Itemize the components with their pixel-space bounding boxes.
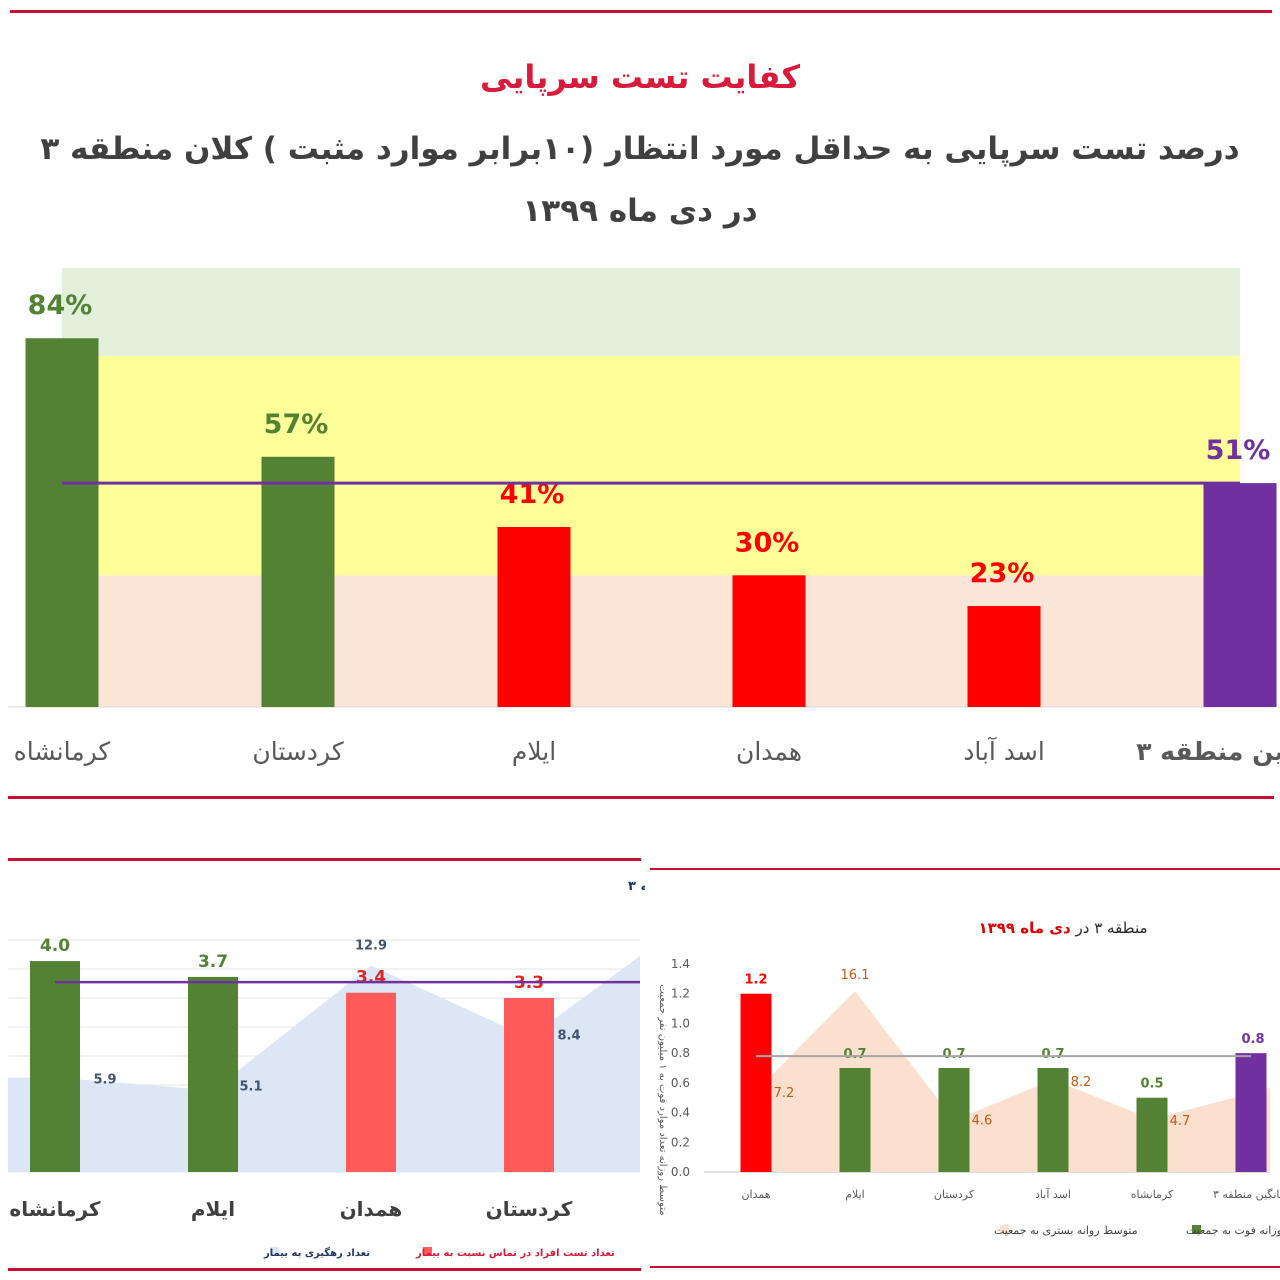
chart-title: کفایت تست سرپایی [479,58,801,96]
legend-label-hospitalization: متوسط روانه بستری به جمعیت [994,1224,1138,1237]
category-label-3: کردستان [486,1197,573,1221]
bar-4 [967,606,1041,707]
chart-title-prefix: منطقه ۳ در [1071,919,1148,937]
death-hospitalization-chart: مقایسه متوسط روزانه موارد فوت و بستری نس… [650,868,1280,1268]
legend-swatch-hospitalization [1000,1225,1009,1234]
category-label-2: کردستان [934,1188,975,1201]
area-label-0: 7.2 [774,1086,795,1101]
legend-swatch-tests [423,1247,432,1256]
category-label-1: کردستان [252,737,343,766]
chart-subtitle: درصد تست سرپایی به حداقل مورد انتظار (۱۰… [40,131,1240,229]
category-label-3: همدان [736,737,802,766]
bar-label-2: 3.4 [356,968,386,988]
data-label-0: 84% [28,290,93,321]
background-band-0 [62,575,1240,707]
category-label-0: کرمانشاه [9,1197,101,1221]
bar-3 [504,998,554,1172]
category-label-5: میانگین منطقه ۳ [1213,1188,1280,1201]
y-tick-label-7: 1.4 [671,957,690,971]
bar-5 [1235,1053,1267,1172]
category-label-2: همدان [340,1197,403,1221]
bar-2 [497,527,571,707]
tracing-teams-panel: عملکرد تیم های رهگیری - نیمه اول بهمن در… [0,850,645,1280]
top-rule [650,868,1280,870]
chart-title: عملکرد تیم های رهگیری - نیمه اول بهمن در… [628,878,645,894]
area-label-4: 4.7 [1170,1114,1191,1129]
bar-1 [839,1068,871,1172]
y-tick-label-1: 0.2 [671,1135,690,1149]
data-label-5: 51% [1206,435,1271,466]
area-label-2: 12.9 [355,939,387,954]
bar-1 [261,456,335,707]
bar-0 [740,993,772,1172]
data-label-3: 30% [735,527,800,558]
bottom-rule [650,1266,1280,1268]
bar-label-1: 3.7 [198,952,228,972]
area-label-0: 5.9 [93,1073,116,1088]
bar-label-0: 1.2 [744,973,767,988]
hospitalization-area [741,990,1270,1172]
y-tick-label-0: 0.0 [671,1165,690,1179]
bar-label-4: 0.5 [1140,1077,1163,1092]
background-band-1 [62,355,1240,576]
category-label-4: کرمانشاه [1131,1188,1174,1201]
background-band-2 [62,268,1240,356]
category-label-0: همدان [741,1188,770,1201]
bar-2 [938,1068,970,1172]
legend-label-tracing: تعداد رهگیری به بیمار [263,1246,370,1259]
bottom-rule [8,1268,641,1271]
bottom-rule [8,796,1274,799]
legend-label-deaths: متوسط روزانه فوت به جمعیت [1186,1224,1280,1237]
tracing-teams-chart: عملکرد تیم های رهگیری - نیمه اول بهمن در… [8,858,645,1271]
death-hospitalization-panel: مقایسه متوسط روزانه موارد فوت و بستری نس… [648,860,1280,1280]
y-tick-label-2: 0.4 [671,1106,690,1120]
category-label-4: اسد آباد [963,736,1045,766]
category-label-0: کرمانشاه [14,737,111,766]
chart-title-highlight: دی ماه ۱۳۹۹ [978,919,1071,937]
area-label-3: 8.2 [1071,1075,1092,1090]
y-axis-label: متوسط روزانه تعداد موارد فوت به ۱ میلیون… [657,984,668,1215]
y-tick-label-4: 0.8 [671,1046,690,1060]
legend-swatch-deaths [1192,1225,1201,1234]
area-label-3: 8.4 [557,1029,580,1044]
category-label-3: اسد آباد [1035,1187,1071,1201]
bar-label-5: 0.8 [1241,1032,1264,1047]
category-label-1: ایلام [845,1188,865,1201]
bar-0 [30,961,80,1172]
category-label-1: ایلام [191,1197,235,1221]
data-label-4: 23% [970,558,1035,589]
y-tick-label-3: 0.6 [671,1076,690,1090]
area-label-1: 5.1 [239,1079,262,1094]
top-rule [10,10,1272,13]
bar-3 [1037,1068,1069,1172]
bar-0 [25,338,99,707]
legend-swatch-tracing [270,1247,279,1256]
bar-2 [346,992,396,1172]
y-tick-label-6: 1.2 [671,987,690,1001]
bar-5 [1203,483,1277,707]
bar-label-3: 0.7 [1041,1047,1064,1062]
area-label-1: 16.1 [841,968,870,983]
bar-label-1: 0.7 [843,1047,866,1062]
top-rule [8,858,641,861]
test-adequacy-chart: 84%کرمانشاه57%کردستان41%ایلام30%همدان23%… [8,268,1280,767]
data-label-1: 57% [264,409,329,440]
legend-label-tests: تعداد تست افراد در تماس نسبت به بیمار [415,1248,615,1259]
bar-1 [188,976,238,1172]
bar-label-0: 4.0 [40,936,70,956]
y-tick-label-5: 1.0 [671,1016,690,1030]
tracing-area [8,956,640,1172]
bar-4 [1136,1097,1168,1172]
category-label-2: ایلام [512,737,556,766]
test-adequacy-panel: کفایت تست سرپایی درصد تست سرپایی به حداق… [8,10,1280,799]
category-label-5: میانگین منطقه ۳ [1136,737,1280,767]
bar-3 [732,575,806,707]
bar-label-2: 0.7 [942,1047,965,1062]
chart-title-line-2: منطقه ۳ در دی ماه ۱۳۹۹ [978,919,1147,937]
area-label-2: 4.6 [972,1113,993,1128]
